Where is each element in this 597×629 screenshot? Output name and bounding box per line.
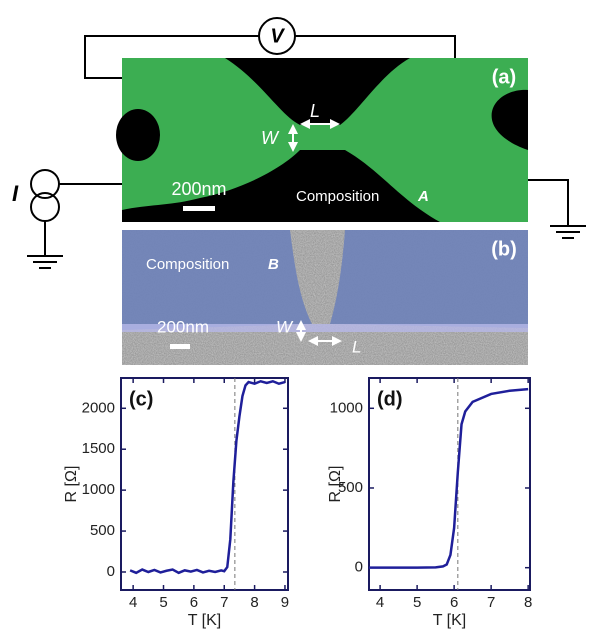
data-line xyxy=(369,387,529,569)
y-tick-label: 1500 xyxy=(82,440,115,457)
panel-label: (b) xyxy=(491,238,517,260)
composition-label: Composition xyxy=(146,256,229,273)
y-tick-label: 500 xyxy=(338,479,363,496)
y-tick-label: 500 xyxy=(90,522,115,539)
x-tick-label: 7 xyxy=(487,594,495,611)
y-tick-label: 0 xyxy=(107,563,115,580)
x-tick-label: 4 xyxy=(129,594,137,611)
voltmeter-label: V xyxy=(270,25,285,47)
x-axis-label: T [K] xyxy=(188,612,222,629)
length-label: L xyxy=(352,337,361,356)
panel-b xyxy=(122,230,528,365)
composition-letter: A xyxy=(417,188,429,205)
y-axis-label: R [Ω] xyxy=(327,466,344,503)
y-tick-label: 1000 xyxy=(330,399,363,416)
x-tick-label: 8 xyxy=(524,594,532,611)
x-tick-label: 6 xyxy=(450,594,458,611)
panel-label: (a) xyxy=(492,66,516,88)
panel-label: (c) xyxy=(129,388,153,410)
x-tick-label: 5 xyxy=(413,594,421,611)
x-tick-label: 7 xyxy=(220,594,228,611)
plot-frame xyxy=(120,377,289,591)
x-tick-label: 8 xyxy=(250,594,258,611)
x-axis-label: T [K] xyxy=(433,612,467,629)
y-tick-label: 2000 xyxy=(82,399,115,416)
y-axis-label: R [Ω] xyxy=(63,466,80,503)
panel-label: (d) xyxy=(377,388,403,410)
y-tick-label: 0 xyxy=(355,559,363,576)
plot-frame xyxy=(368,377,531,591)
length-label: L xyxy=(310,101,320,121)
x-tick-label: 6 xyxy=(190,594,198,611)
scale-bar-label: 200nm xyxy=(157,317,209,336)
data-line xyxy=(129,379,286,575)
circuit xyxy=(27,17,586,269)
x-tick-label: 9 xyxy=(281,594,289,611)
width-label: W xyxy=(261,128,280,148)
panel-a xyxy=(116,58,528,222)
x-tick-label: 5 xyxy=(159,594,167,611)
y-tick-label: 1000 xyxy=(82,481,115,498)
composition-label: Composition xyxy=(296,188,379,205)
width-label: W xyxy=(276,317,294,336)
scale-bar-label: 200nm xyxy=(171,179,226,199)
current-source-label: I xyxy=(12,181,19,206)
composition-letter: B xyxy=(268,256,279,273)
x-tick-label: 4 xyxy=(376,594,384,611)
